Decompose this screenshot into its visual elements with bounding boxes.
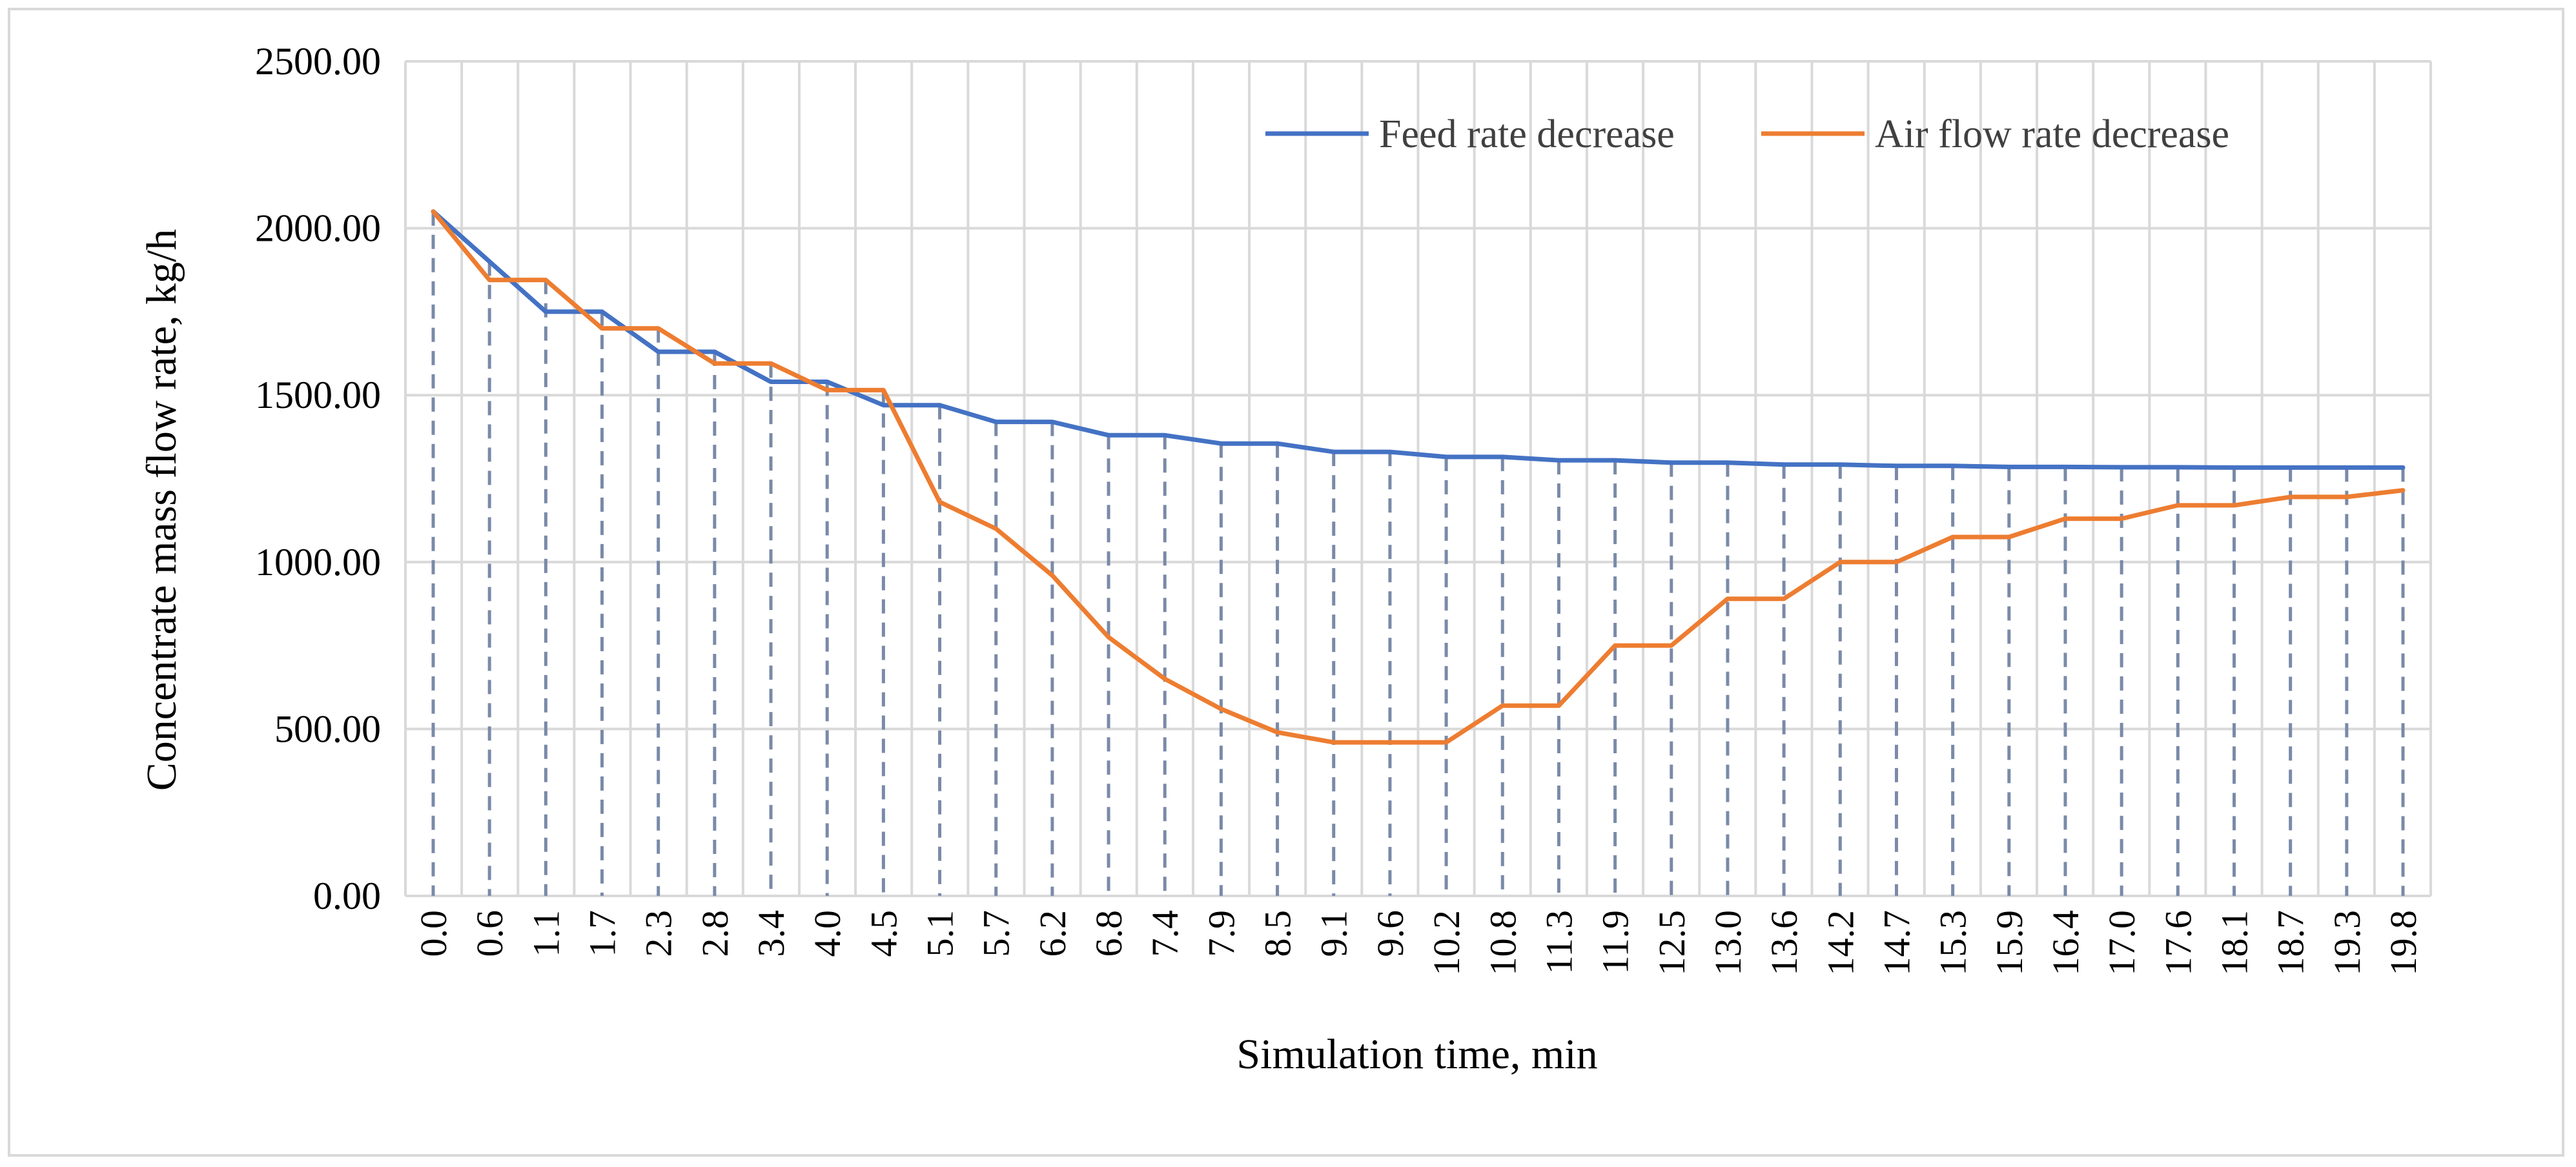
x-axis-ticks: 0.0 0.6 1.1 1.7 2.3 2.8 3.4 4.0 4.5 5.1 5.7 6.2 6.8 7… (413, 910, 2424, 976)
y-axis-title: Concentrate mass flow rate, kg/h (138, 229, 185, 791)
x-tick-label: 5.1 (919, 910, 961, 957)
x-tick-label: 17.0 (2101, 910, 2143, 976)
grid (404, 60, 2432, 897)
x-tick-label: 2.3 (638, 910, 680, 957)
x-tick-label: 18.7 (2270, 910, 2312, 976)
x-tick-label: 1.7 (582, 910, 624, 957)
x-axis-title: Simulation time, min (1236, 1031, 1597, 1078)
x-tick-label: 13.0 (1707, 910, 1749, 976)
y-tick-label: 1500.00 (255, 374, 381, 416)
x-tick-label: 11.3 (1538, 910, 1580, 974)
x-tick-label: 7.9 (1200, 910, 1242, 957)
x-tick-label: 10.2 (1426, 910, 1467, 976)
y-axis-ticks: 0.00 500.00 1000.00 1500.00 2000.00 2500.00 (255, 40, 381, 917)
x-tick-label: 8.5 (1257, 910, 1299, 957)
x-tick-label: 17.6 (2157, 910, 2199, 976)
y-tick-label: 1000.00 (255, 541, 381, 584)
legend: Feed rate decrease Air flow rate decreas… (1265, 112, 2229, 156)
x-tick-label: 16.4 (2045, 910, 2087, 976)
x-tick-label: 6.8 (1088, 910, 1130, 957)
x-tick-label: 12.5 (1651, 910, 1693, 976)
x-tick-label: 11.9 (1595, 910, 1637, 974)
drop-lines (431, 211, 2405, 896)
x-tick-label: 9.1 (1313, 910, 1355, 957)
x-tick-label: 13.6 (1763, 910, 1805, 976)
x-tick-label: 3.4 (750, 910, 792, 957)
x-tick-label: 14.7 (1876, 910, 1917, 976)
x-tick-label: 7.4 (1144, 910, 1186, 957)
legend-label-air-flow-rate: Air flow rate decrease (1875, 112, 2229, 156)
x-tick-label: 5.7 (976, 910, 1017, 957)
x-tick-label: 1.1 (525, 910, 567, 957)
y-tick-label: 500.00 (274, 707, 381, 750)
series-line-air-flow-rate (431, 209, 2406, 745)
x-tick-label: 10.8 (1482, 910, 1524, 976)
x-tick-label: 15.3 (1932, 910, 1974, 976)
x-tick-label: 18.1 (2213, 910, 2255, 976)
x-tick-label: 2.8 (694, 910, 736, 957)
y-tick-label: 0.00 (313, 875, 381, 917)
legend-label-feed-rate: Feed rate decrease (1379, 112, 1675, 156)
x-tick-label: 4.5 (863, 910, 905, 957)
x-tick-label: 14.2 (1819, 910, 1861, 976)
x-tick-label: 9.6 (1369, 910, 1411, 957)
x-tick-label: 19.3 (2326, 910, 2368, 976)
x-tick-label: 0.0 (413, 910, 455, 957)
x-tick-label: 19.8 (2382, 910, 2424, 976)
x-tick-label: 4.0 (806, 910, 848, 957)
x-tick-label: 0.6 (469, 910, 511, 957)
x-tick-label: 15.9 (1988, 910, 2030, 976)
series-line-feed-rate (431, 209, 2406, 470)
series (431, 209, 2406, 745)
y-tick-label: 2500.00 (255, 40, 381, 83)
x-tick-label: 6.2 (1032, 910, 1074, 957)
y-tick-label: 2000.00 (255, 207, 381, 250)
chart-frame (8, 8, 2564, 1157)
